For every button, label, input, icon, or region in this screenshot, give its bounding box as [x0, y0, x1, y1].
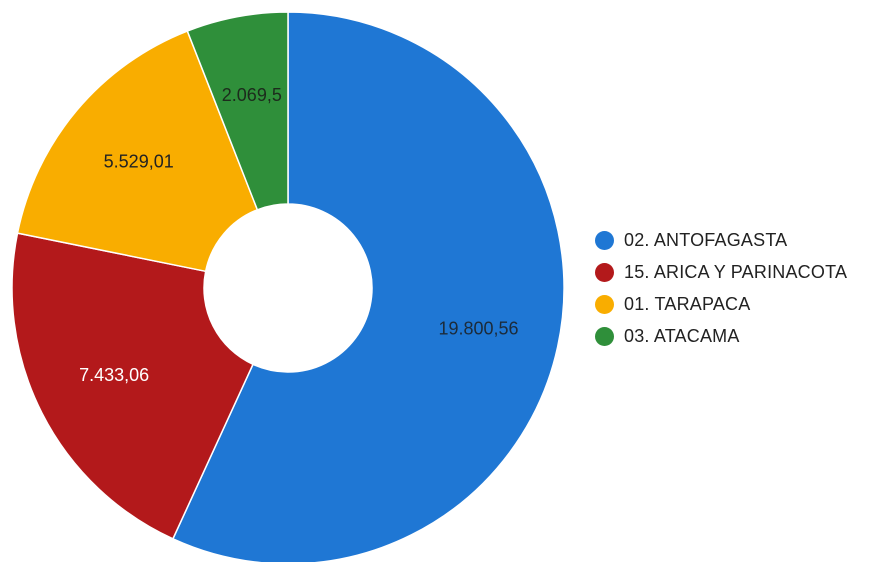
legend-label-antofagasta: 02. ANTOFAGASTA	[624, 229, 788, 250]
legend-label-arica-y-parinacota: 15. ARICA Y PARINACOTA	[624, 261, 848, 282]
legend-item-arica-y-parinacota: 15. ARICA Y PARINACOTA	[595, 256, 847, 288]
legend-swatch-tarapaca	[595, 294, 614, 314]
legend-label-atacama: 03. ATACAMA	[624, 325, 740, 346]
slice-value-label-tarapaca: 5.529,01	[104, 151, 174, 171]
legend-item-atacama: 03. ATACAMA	[595, 320, 847, 352]
legend-item-tarapaca: 01. TARAPACA	[595, 288, 847, 320]
slice-antofagasta	[171, 11, 565, 562]
slice-tarapaca	[16, 30, 259, 273]
legend-swatch-antofagasta	[595, 230, 614, 250]
slice-value-label-atacama: 2.069,5	[222, 85, 282, 105]
slice-atacama	[186, 11, 289, 211]
slice-arica-y-parinacota	[11, 232, 254, 540]
chart-legend: 02. ANTOFAGASTA 15. ARICA Y PARINACOTA 0…	[595, 224, 847, 352]
legend-label-tarapaca: 01. TARAPACA	[624, 293, 751, 314]
donut-value-labels: 19.800,56 7.433,06 5.529,01 2.069,5	[79, 85, 518, 385]
slice-value-label-arica-y-parinacota: 7.433,06	[79, 365, 149, 385]
legend-item-antofagasta: 02. ANTOFAGASTA	[595, 224, 847, 256]
slice-value-label-antofagasta: 19.800,56	[438, 318, 518, 338]
donut-slices	[11, 11, 565, 562]
legend-swatch-arica-y-parinacota	[595, 262, 614, 282]
legend-swatch-atacama	[595, 326, 614, 346]
